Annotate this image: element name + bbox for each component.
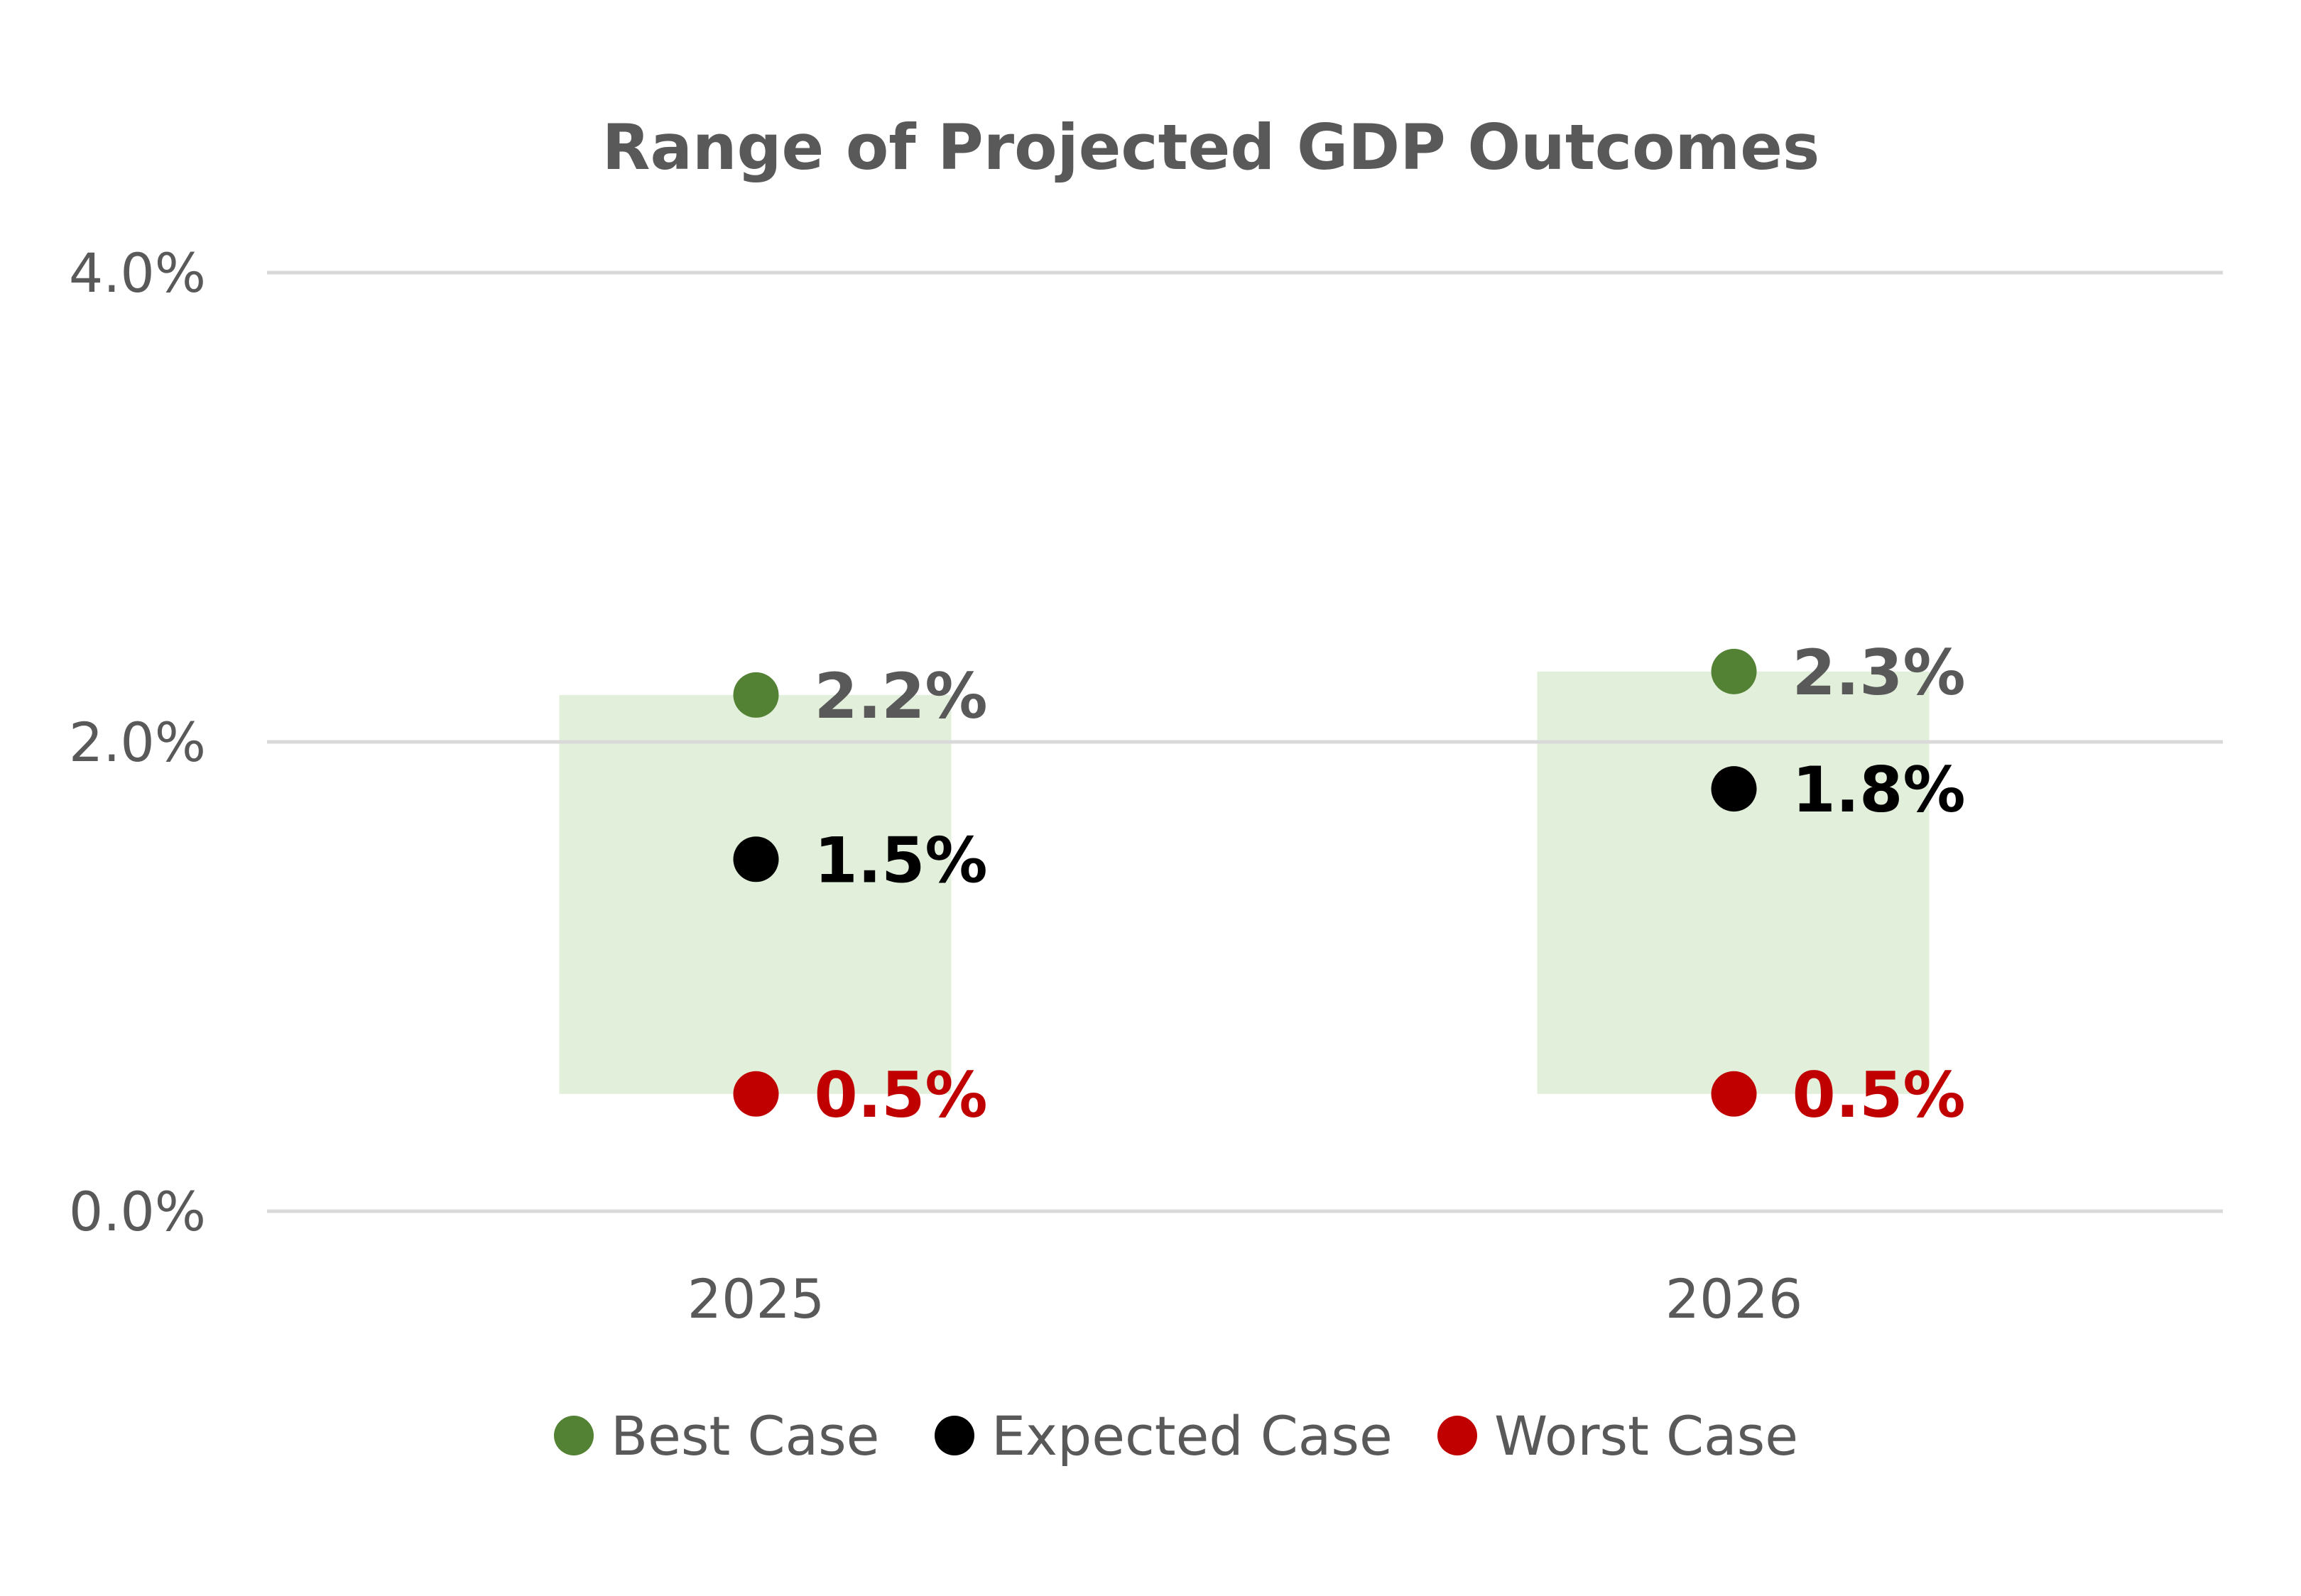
- data-labels: 2.2% 2.3% 1.5% 1.8% 0.5% 0.5%: [815, 636, 1966, 1132]
- data-points: [733, 648, 1757, 1117]
- data-label: 0.5%: [815, 1059, 988, 1132]
- legend-marker: [935, 1416, 974, 1455]
- data-label: 1.5%: [815, 824, 988, 897]
- data-point: [733, 836, 779, 882]
- data-label: 2.3%: [1793, 636, 1966, 709]
- legend-marker: [1437, 1416, 1477, 1455]
- chart-title: Range of Projected GDP Outcomes: [602, 111, 1820, 184]
- range-band: [559, 694, 952, 1094]
- data-label: 0.5%: [1793, 1059, 1966, 1132]
- x-category-label: 2025: [687, 1267, 825, 1330]
- data-label: 1.8%: [1793, 753, 1966, 826]
- x-category-label: 2026: [1665, 1267, 1802, 1330]
- legend-label: Expected Case: [991, 1404, 1393, 1467]
- x-axis-categories: 2025 2026: [687, 1267, 1802, 1330]
- range-bands: [559, 671, 1930, 1094]
- range-band: [1537, 671, 1930, 1094]
- y-tick-label: 0.0%: [69, 1180, 206, 1243]
- gridlines: [267, 270, 2223, 1213]
- data-point: [1711, 766, 1757, 812]
- data-point: [1711, 648, 1757, 694]
- data-point: [733, 672, 779, 718]
- legend-marker: [554, 1416, 594, 1455]
- y-axis-ticks: 0.0% 2.0% 4.0%: [69, 241, 206, 1243]
- data-label: 2.2%: [815, 660, 988, 733]
- y-tick-label: 4.0%: [69, 241, 206, 305]
- y-tick-label: 2.0%: [69, 711, 206, 774]
- legend: Best Case Expected Case Worst Case: [554, 1404, 1798, 1467]
- legend-label: Worst Case: [1494, 1404, 1798, 1467]
- data-point: [733, 1071, 779, 1117]
- data-point: [1711, 1071, 1757, 1117]
- legend-label: Best Case: [611, 1404, 879, 1467]
